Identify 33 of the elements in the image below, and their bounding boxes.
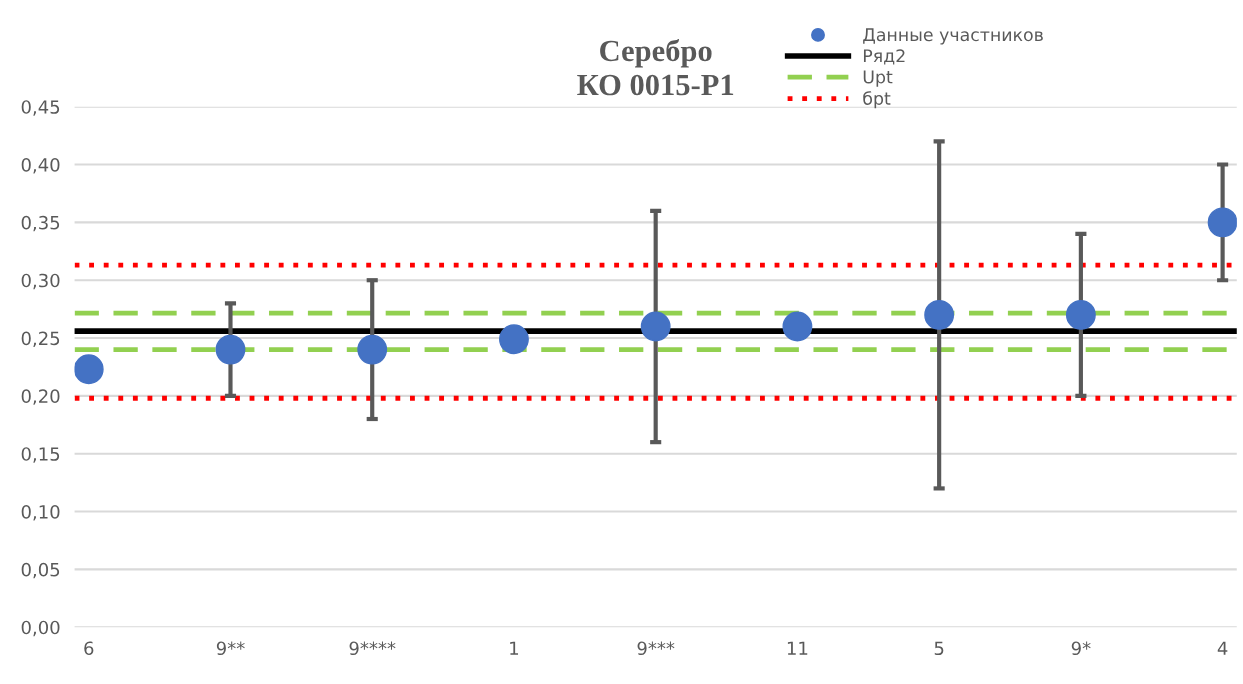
chart-title: Серебро КО 0015-Р1 — [577, 39, 734, 96]
x-tick-label: 9** — [216, 641, 245, 656]
y-tick-label: 0,45 — [21, 100, 60, 116]
point — [74, 354, 104, 385]
legend-label: Ряд2 — [863, 49, 905, 65]
y-tick-label: 0,10 — [21, 505, 60, 521]
x-tick-label: 11 — [787, 641, 808, 655]
y-tick-label: 0,05 — [21, 562, 60, 579]
x-tick-label: 6 — [84, 641, 94, 656]
y-tick-label: 0,25 — [21, 331, 60, 348]
legend-label: Данные участников — [863, 28, 1043, 45]
y-tick-label: 0,30 — [21, 273, 60, 290]
x-tick-label: 1 — [510, 641, 519, 655]
point — [215, 334, 246, 365]
point — [640, 311, 671, 342]
legend-label: Upt — [863, 70, 893, 87]
y-tick-label: 0,20 — [21, 389, 60, 405]
y-tick-label: 0,00 — [21, 620, 60, 637]
point — [782, 311, 813, 342]
x-tick-label: 9* — [1071, 641, 1091, 656]
legend-label: бpt — [863, 91, 891, 109]
y-tick-label: 0,15 — [21, 447, 60, 463]
point — [1065, 299, 1096, 330]
point — [924, 299, 955, 330]
x-tick-label: 9*** — [637, 641, 675, 656]
x-tick-label: 5 — [934, 641, 944, 656]
point — [1207, 207, 1237, 238]
x-tick-label: 9**** — [349, 641, 396, 656]
y-tick-label: 0,40 — [21, 158, 60, 174]
point — [499, 324, 529, 355]
x-tick-label: 4 — [1217, 641, 1228, 655]
y-tick-label: 0,35 — [21, 215, 60, 232]
point — [357, 334, 388, 365]
